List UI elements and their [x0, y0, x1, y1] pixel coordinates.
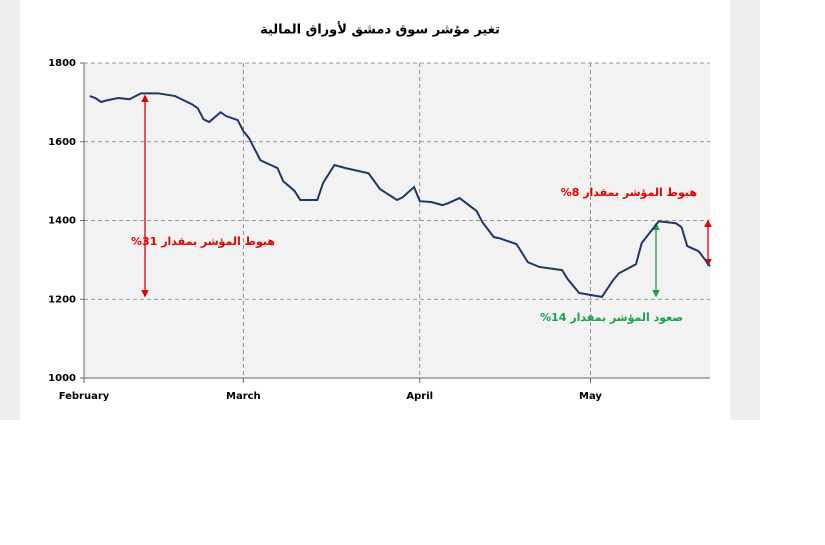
y-tick-label: 1000	[48, 373, 76, 384]
x-tick-label: February	[59, 391, 110, 402]
y-tick-label: 1400	[48, 216, 76, 227]
data-line	[89, 92, 711, 298]
y-tick-label: 1200	[48, 294, 76, 305]
x-tick-label: May	[579, 391, 602, 402]
annotation: هبوط المؤشر بمقدار 8%	[561, 186, 697, 199]
y-tick-label: 1600	[48, 137, 76, 148]
y-tick-label: 1800	[48, 58, 76, 69]
x-tick-label: March	[226, 391, 261, 402]
annotation: هبوط المؤشر بمقدار 31%	[131, 235, 275, 248]
x-tick-label: April	[406, 391, 433, 402]
annotation: صعود المؤشر بمقدار 14%	[540, 311, 683, 324]
chart-title: تغير مؤشر سوق دمشق لأوراق المالية	[260, 21, 500, 38]
